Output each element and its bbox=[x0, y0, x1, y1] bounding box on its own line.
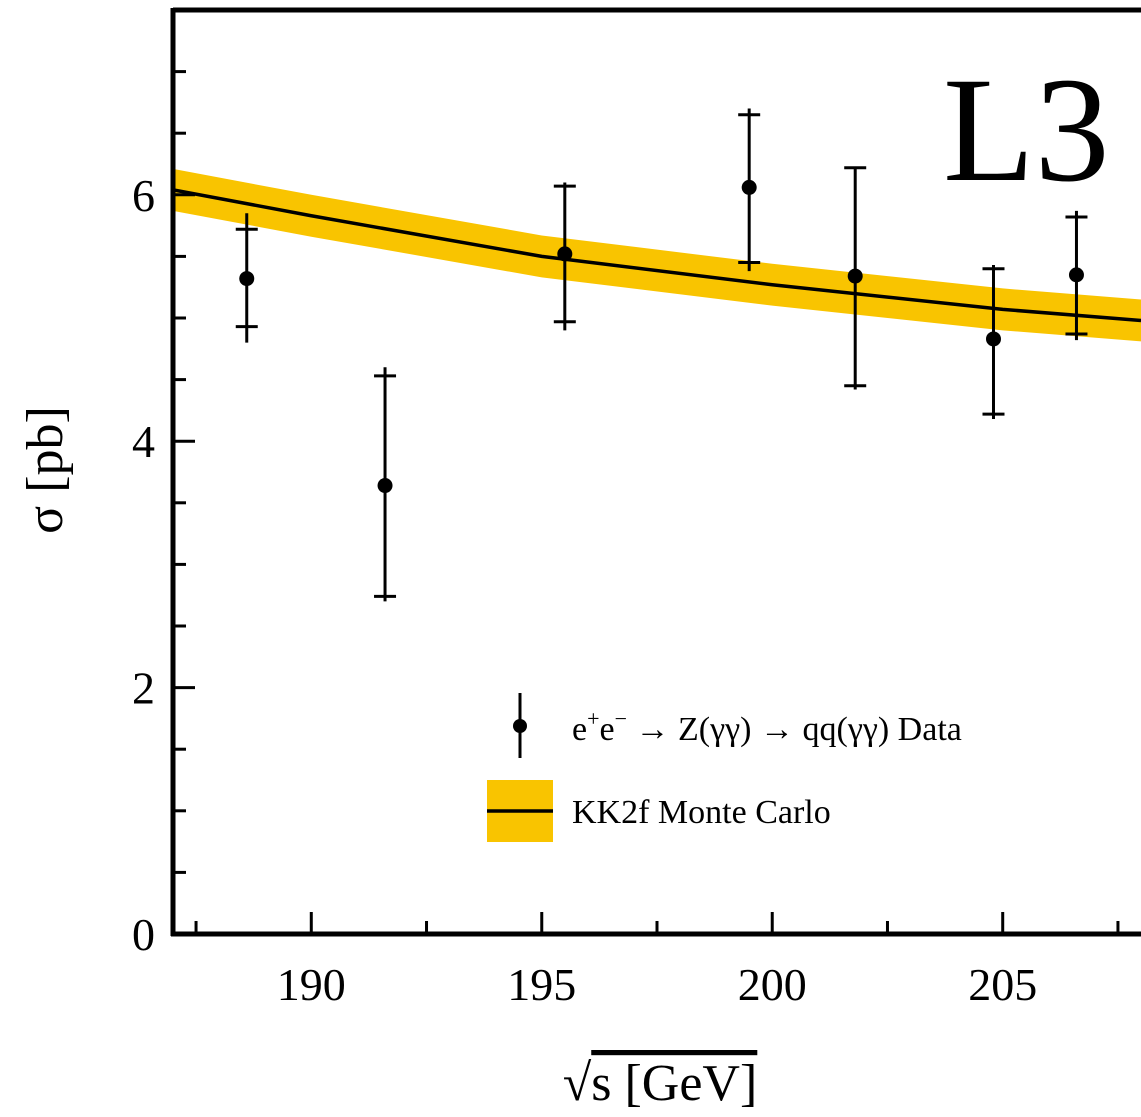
y-tick-label: 6 bbox=[132, 170, 155, 221]
data-point bbox=[239, 271, 255, 287]
mc-curve bbox=[173, 188, 1141, 323]
legend: e+e− → Z(γγ) → qq(γγ) Data KK2f Monte Ca… bbox=[487, 693, 962, 842]
experiment-tag: L3 bbox=[943, 47, 1110, 213]
plot-area: 0 2 4 6 190 195 200 205 bbox=[132, 7, 1141, 1010]
x-tick-label: 205 bbox=[968, 959, 1037, 1010]
legend-mc-label: KK2f Monte Carlo bbox=[572, 794, 831, 831]
data-point bbox=[377, 478, 393, 494]
y-axis-title: σ [pb] bbox=[17, 406, 74, 534]
legend-data-label: e+e− → Z(γγ) → qq(γγ) Data bbox=[572, 706, 962, 748]
x-tick-label: 195 bbox=[507, 959, 576, 1010]
legend-data-marker bbox=[513, 719, 527, 733]
x-axis-title: √s [GeV] bbox=[563, 1055, 758, 1112]
y-tick-label: 0 bbox=[132, 909, 155, 960]
x-tick-label: 190 bbox=[277, 959, 346, 1010]
y-tick-label: 4 bbox=[132, 416, 155, 467]
data-point bbox=[847, 268, 863, 284]
data-point bbox=[557, 246, 573, 262]
data-point bbox=[985, 331, 1001, 347]
x-tick-label: 200 bbox=[738, 959, 807, 1010]
data-point bbox=[1068, 267, 1084, 283]
y-tick-label: 2 bbox=[132, 663, 155, 714]
data-point bbox=[741, 179, 757, 195]
